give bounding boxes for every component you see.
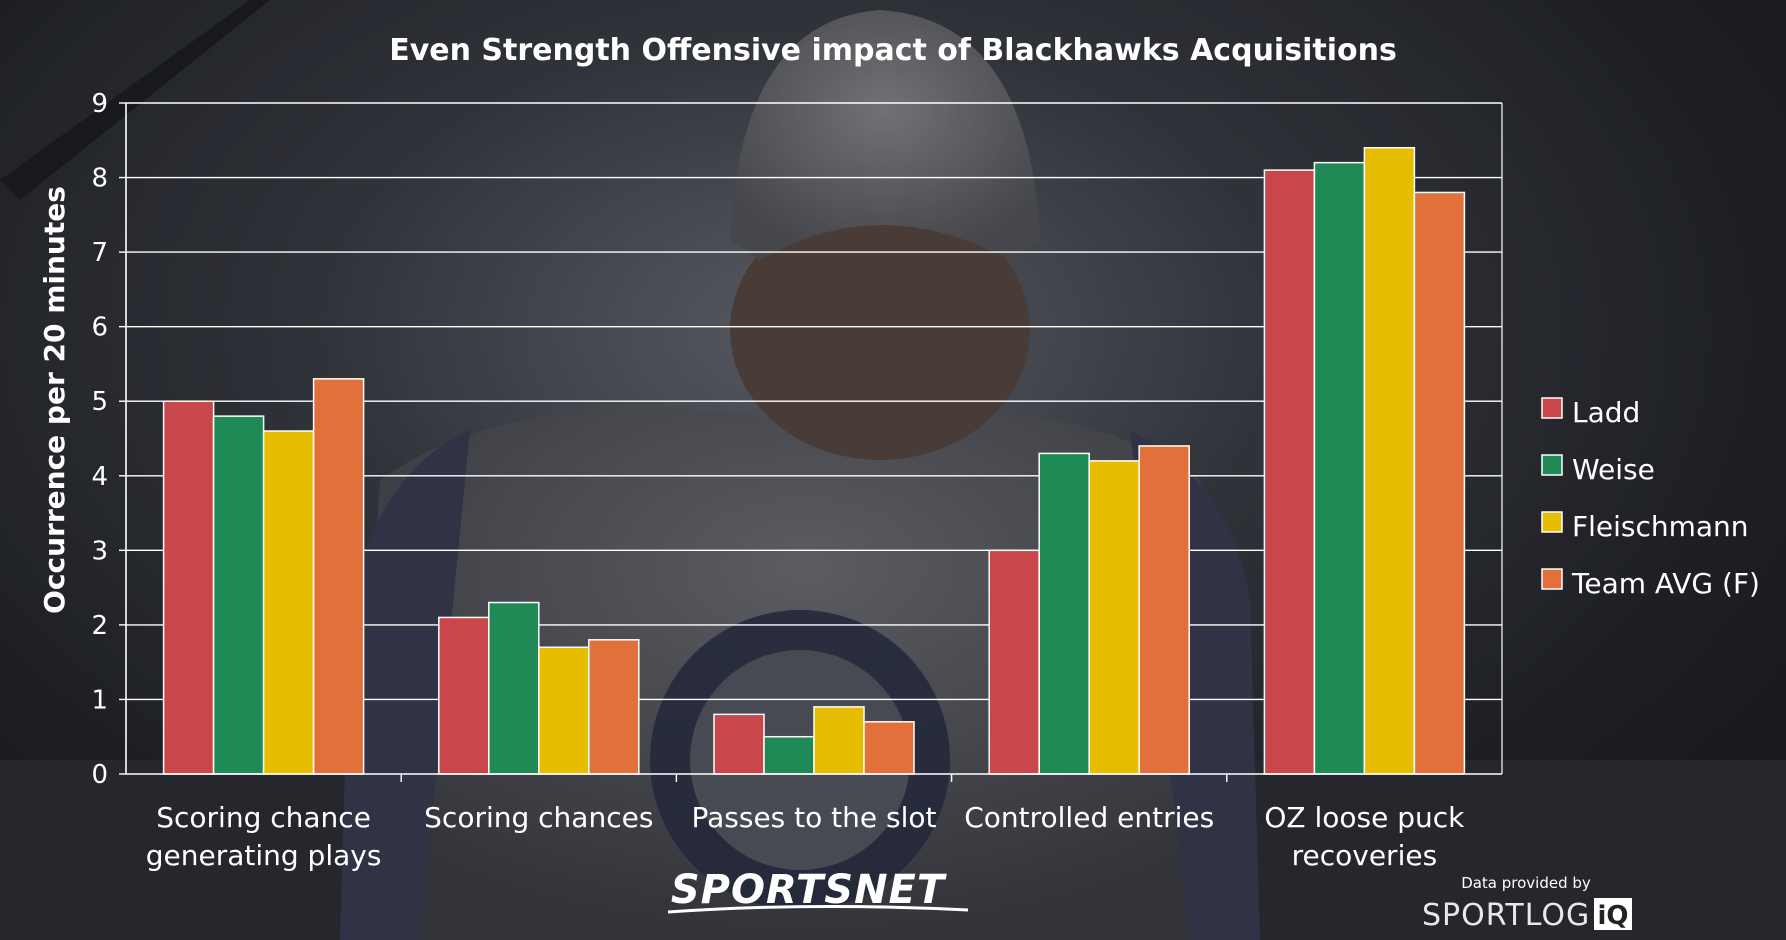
- y-tick-label: 3: [91, 536, 108, 566]
- y-tick-label: 1: [91, 685, 108, 715]
- bar: [438, 616, 490, 775]
- sportlogiq-iq-box: [1594, 898, 1632, 930]
- sportsnet-logo: SPORTSNET: [667, 867, 969, 914]
- y-axis-label: Occurrence per 20 minutes: [38, 186, 71, 614]
- bar: [588, 639, 640, 775]
- bar: [1363, 146, 1416, 775]
- bar: [863, 721, 915, 775]
- axes: [125, 103, 1503, 782]
- x-category-label: Scoring chance: [156, 801, 371, 834]
- y-tick-label: 0: [91, 760, 108, 790]
- legend-swatch: [1541, 397, 1563, 419]
- sportlogiq-text: SPORTLOG: [1422, 898, 1590, 933]
- chart-title: Even Strength Offensive impact of Blackh…: [389, 33, 1397, 68]
- bar: [713, 713, 765, 775]
- data-credit-text: Data provided by: [1461, 874, 1591, 892]
- x-category-label: Controlled entries: [964, 801, 1214, 834]
- x-axis-categories: Scoring chance generating plays Scoring ch…: [146, 801, 1465, 872]
- sportlogiq-logo: Data provided by SPORTLOG iQ: [1422, 874, 1632, 933]
- bar: [1413, 191, 1466, 775]
- x-category-label: Scoring chances: [424, 801, 653, 834]
- bar: [1038, 452, 1090, 775]
- legend-label: Weise: [1572, 453, 1655, 486]
- legend-label: Fleischmann: [1572, 510, 1749, 543]
- y-axis-ticks: 0 1 2 3 4 5 6 7 8 9: [91, 89, 126, 790]
- legend-label: Ladd: [1572, 396, 1640, 429]
- bars: [162, 146, 1466, 775]
- legend-swatch: [1541, 568, 1563, 590]
- y-tick-label: 5: [91, 387, 108, 417]
- bar: [538, 646, 590, 775]
- y-tick-label: 2: [91, 611, 108, 641]
- bar: [1088, 460, 1140, 775]
- x-category-label: OZ loose puck: [1264, 801, 1465, 834]
- bar: [988, 549, 1040, 775]
- bar: [1263, 169, 1316, 775]
- legend-swatch: [1541, 511, 1563, 533]
- x-category-label: generating plays: [146, 839, 382, 872]
- y-tick-label: 8: [91, 164, 108, 194]
- x-category-label: Passes to the slot: [691, 801, 936, 834]
- bar: [763, 735, 815, 775]
- y-tick-label: 7: [91, 238, 108, 268]
- sportlogiq-iq: iQ: [1597, 901, 1628, 931]
- bar: [1313, 161, 1366, 775]
- bar: [1138, 445, 1190, 775]
- legend: Ladd Weise Fleischmann Team AVG (F): [1541, 396, 1760, 600]
- y-tick-label: 6: [91, 313, 108, 343]
- x-category-label: recoveries: [1292, 839, 1438, 872]
- legend-swatch: [1541, 454, 1563, 476]
- bar: [488, 601, 540, 775]
- bar: [212, 415, 265, 775]
- y-tick-label: 9: [91, 89, 108, 119]
- bar: [312, 378, 365, 775]
- y-tick-label: 4: [91, 462, 108, 492]
- bar: [813, 706, 865, 775]
- legend-label: Team AVG (F): [1571, 567, 1760, 600]
- bar: [162, 400, 215, 775]
- svg-text:SPORTSNET: SPORTSNET: [671, 867, 947, 913]
- bar: [262, 430, 315, 775]
